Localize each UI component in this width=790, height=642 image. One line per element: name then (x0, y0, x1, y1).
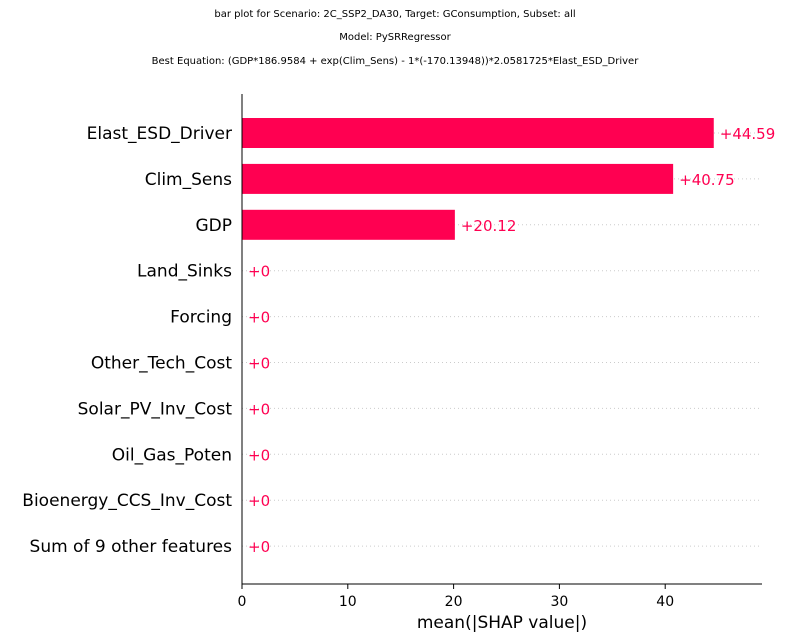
chart-title-line-1: bar plot for Scenario: 2C_SSP2_DA30, Tar… (214, 9, 576, 20)
feature-label: Clim_Sens (145, 170, 232, 190)
value-label: +40.75 (679, 171, 735, 189)
x-tick-label: 0 (238, 594, 247, 610)
feature-label: Elast_ESD_Driver (87, 124, 232, 144)
value-label: +44.59 (720, 125, 776, 143)
chart-title-line-3: Best Equation: (GDP*186.9584 + exp(Clim_… (151, 56, 639, 67)
feature-label: Solar_PV_Inv_Cost (78, 399, 233, 419)
x-tick-label: 30 (550, 594, 568, 610)
x-axis-title: mean(|SHAP value|) (417, 613, 587, 633)
chart-title-line-2: Model: PySRRegressor (339, 32, 451, 43)
value-label: +0 (248, 355, 270, 373)
bar (242, 118, 714, 148)
feature-label: Other_Tech_Cost (91, 354, 232, 374)
x-tick-label: 20 (445, 594, 463, 610)
feature-label: Bioenergy_CCS_Inv_Cost (22, 491, 232, 511)
feature-label: Oil_Gas_Poten (112, 445, 232, 465)
value-label: +0 (248, 446, 270, 464)
feature-label: GDP (195, 216, 232, 236)
value-label: +0 (248, 492, 270, 510)
feature-label: Land_Sinks (137, 262, 232, 282)
value-label: +0 (248, 400, 270, 418)
value-label: +20.12 (461, 217, 517, 235)
x-tick-label: 40 (656, 594, 674, 610)
value-label: +0 (248, 309, 270, 327)
value-label: +0 (248, 263, 270, 281)
x-tick-label: 10 (339, 594, 357, 610)
value-label: +0 (248, 538, 270, 556)
feature-label: Forcing (170, 308, 232, 328)
bar (242, 209, 455, 240)
feature-label: Sum of 9 other features (30, 537, 233, 557)
bar (242, 163, 674, 194)
